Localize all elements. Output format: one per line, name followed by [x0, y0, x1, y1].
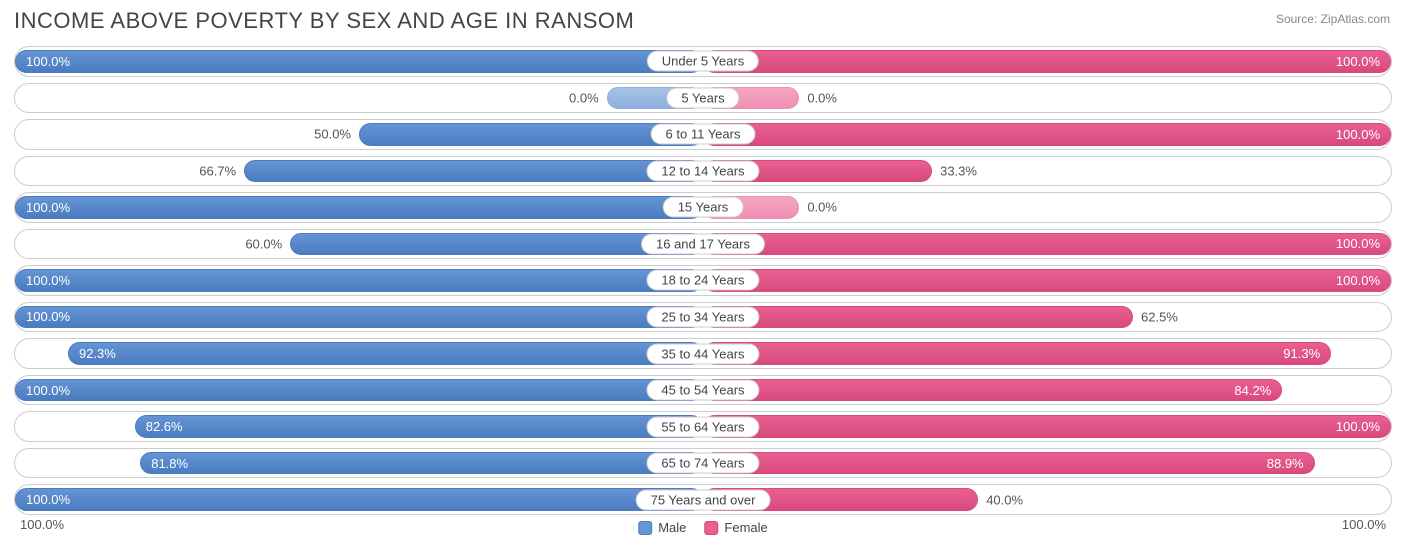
- bar-male: 81.8%: [140, 452, 703, 475]
- value-male: 100.0%: [26, 273, 70, 288]
- value-female: 0.0%: [807, 200, 837, 215]
- bar-male: 100.0%: [15, 269, 703, 292]
- category-label: 25 to 34 Years: [646, 306, 759, 327]
- chart-row: 100.0% 100.0% Under 5 Years: [14, 46, 1392, 77]
- value-female: 100.0%: [1336, 273, 1380, 288]
- chart-row: 81.8% 88.9% 65 to 74 Years: [14, 448, 1392, 479]
- value-female: 100.0%: [1336, 54, 1380, 69]
- chart-row: 50.0% 100.0% 6 to 11 Years: [14, 119, 1392, 150]
- bar-male: 100.0%: [15, 488, 703, 511]
- value-male: 82.6%: [146, 419, 183, 434]
- legend-label-female: Female: [724, 520, 767, 535]
- value-female: 40.0%: [986, 492, 1023, 507]
- chart-row: 100.0% 40.0% 75 Years and over: [14, 484, 1392, 515]
- axis-label-right: 100.0%: [1342, 517, 1386, 532]
- bar-female: 100.0%: [703, 269, 1391, 292]
- bar-male: [244, 160, 703, 183]
- legend-swatch-female: [704, 521, 718, 535]
- legend-swatch-male: [638, 521, 652, 535]
- value-male: 100.0%: [26, 492, 70, 507]
- butterfly-chart: 100.0% 100.0% Under 5 Years 0.0% 0.0% 5 Years…: [14, 46, 1392, 515]
- value-male: 100.0%: [26, 309, 70, 324]
- chart-row: 100.0% 62.5% 25 to 34 Years: [14, 302, 1392, 333]
- value-female: 100.0%: [1336, 127, 1380, 142]
- value-female: 91.3%: [1283, 346, 1320, 361]
- value-male: 50.0%: [314, 127, 351, 142]
- category-label: 6 to 11 Years: [651, 124, 756, 145]
- chart-row: 92.3% 91.3% 35 to 44 Years: [14, 338, 1392, 369]
- chart-title: INCOME ABOVE POVERTY BY SEX AND AGE IN R…: [14, 8, 634, 34]
- category-label: 35 to 44 Years: [646, 343, 759, 364]
- value-female: 0.0%: [807, 90, 837, 105]
- bar-female: [703, 306, 1133, 329]
- category-label: Under 5 Years: [647, 51, 759, 72]
- bar-female: 100.0%: [703, 233, 1391, 256]
- chart-row: 100.0% 100.0% 18 to 24 Years: [14, 265, 1392, 296]
- chart-row: 0.0% 0.0% 5 Years: [14, 83, 1392, 114]
- bar-male: 82.6%: [135, 415, 703, 438]
- value-male: 92.3%: [79, 346, 116, 361]
- chart-row: 66.7% 33.3% 12 to 14 Years: [14, 156, 1392, 187]
- bar-male: 100.0%: [15, 379, 703, 402]
- category-label: 15 Years: [663, 197, 744, 218]
- category-label: 65 to 74 Years: [646, 453, 759, 474]
- axis-label-left: 100.0%: [20, 517, 64, 532]
- category-label: 18 to 24 Years: [646, 270, 759, 291]
- legend-item-male: Male: [638, 520, 686, 535]
- bar-female: 100.0%: [703, 415, 1391, 438]
- chart-row: 100.0% 84.2% 45 to 54 Years: [14, 375, 1392, 406]
- category-label: 55 to 64 Years: [646, 416, 759, 437]
- chart-row: 60.0% 100.0% 16 and 17 Years: [14, 229, 1392, 260]
- legend: Male Female: [638, 520, 768, 535]
- chart-row: 100.0% 0.0% 15 Years: [14, 192, 1392, 223]
- category-label: 5 Years: [666, 87, 739, 108]
- legend-label-male: Male: [658, 520, 686, 535]
- value-female: 62.5%: [1141, 309, 1178, 324]
- bar-female: 91.3%: [703, 342, 1331, 365]
- bar-female: 88.9%: [703, 452, 1315, 475]
- value-male: 60.0%: [245, 236, 282, 251]
- bar-female: 100.0%: [703, 50, 1391, 73]
- value-male: 66.7%: [199, 163, 236, 178]
- chart-row: 82.6% 100.0% 55 to 64 Years: [14, 411, 1392, 442]
- bar-male: 92.3%: [68, 342, 703, 365]
- value-male: 81.8%: [151, 456, 188, 471]
- bar-female: 100.0%: [703, 123, 1391, 146]
- value-female: 100.0%: [1336, 419, 1380, 434]
- bar-male: 100.0%: [15, 306, 703, 329]
- category-label: 16 and 17 Years: [641, 233, 765, 254]
- legend-item-female: Female: [704, 520, 767, 535]
- value-male: 100.0%: [26, 383, 70, 398]
- category-label: 75 Years and over: [636, 489, 771, 510]
- value-female: 84.2%: [1234, 383, 1271, 398]
- value-male: 0.0%: [569, 90, 599, 105]
- bar-female: 84.2%: [703, 379, 1282, 402]
- bar-male: 100.0%: [15, 196, 703, 219]
- source-attribution: Source: ZipAtlas.com: [1276, 12, 1390, 26]
- value-female: 88.9%: [1267, 456, 1304, 471]
- value-male: 100.0%: [26, 54, 70, 69]
- category-label: 12 to 14 Years: [646, 160, 759, 181]
- value-female: 100.0%: [1336, 236, 1380, 251]
- value-female: 33.3%: [940, 163, 977, 178]
- bar-male: 100.0%: [15, 50, 703, 73]
- value-male: 100.0%: [26, 200, 70, 215]
- category-label: 45 to 54 Years: [646, 380, 759, 401]
